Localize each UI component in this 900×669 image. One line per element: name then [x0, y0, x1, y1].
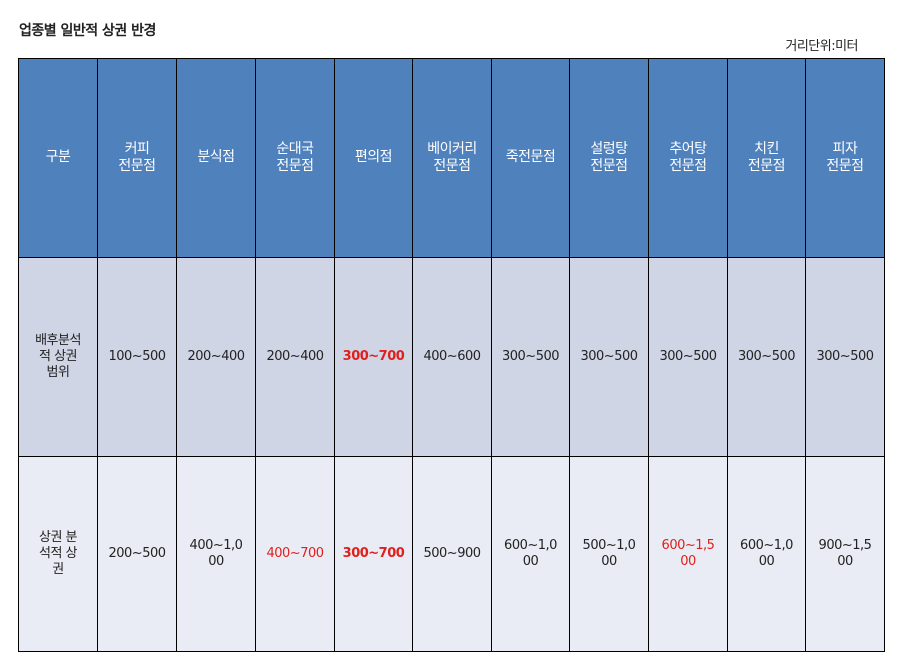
table-cell: 200~500 [97, 456, 177, 652]
table-cell: 300~500 [648, 257, 728, 457]
table-header-row: 구분 커피 전문점 분식점 순대국 전문점 편의점 베이커리 전문점 죽전문점 … [18, 58, 885, 258]
header-convenience-store: 편의점 [334, 58, 413, 258]
table-cell: 300~500 [569, 257, 649, 457]
table-cell: 100~500 [97, 257, 177, 457]
table-cell: 600~1,0 00 [491, 456, 570, 652]
header-snack-bar: 분식점 [176, 58, 256, 258]
table-cell-highlight: 300~700 [334, 257, 413, 457]
table-cell: 400~1,0 00 [176, 456, 256, 652]
header-chicken-shop: 치킨 전문점 [727, 58, 806, 258]
table-row: 배후분석 적 상권 범위 100~500 200~400 200~400 300… [18, 257, 885, 457]
header-chueotang-shop: 추어탕 전문점 [648, 58, 728, 258]
table-cell-highlight: 600~1,5 00 [648, 456, 728, 652]
row-label: 상권 분 석적 상 권 [18, 456, 98, 652]
header-seolleongtang-shop: 설렁탕 전문점 [569, 58, 649, 258]
distance-unit-note: 거리단위:미터 [785, 39, 858, 54]
table-cell: 200~400 [176, 257, 256, 457]
table-row: 상권 분 석적 상 권 200~500 400~1,0 00 400~700 3… [18, 456, 885, 652]
header-bakery: 베이커리 전문점 [412, 58, 492, 258]
table-cell: 200~400 [255, 257, 335, 457]
table-cell: 600~1,0 00 [727, 456, 806, 652]
header-sundaeguk-shop: 순대국 전문점 [255, 58, 335, 258]
table-cell-highlight: 300~700 [334, 456, 413, 652]
table-cell: 900~1,5 00 [805, 456, 885, 652]
table-cell: 400~600 [412, 257, 492, 457]
table-cell: 500~900 [412, 456, 492, 652]
header-coffee-shop: 커피 전문점 [97, 58, 177, 258]
trade-area-radius-table: 구분 커피 전문점 분식점 순대국 전문점 편의점 베이커리 전문점 죽전문점 … [18, 58, 885, 652]
table-cell: 500~1,0 00 [569, 456, 649, 652]
table-cell: 300~500 [727, 257, 806, 457]
page-title: 업종별 일반적 상권 반경 [19, 23, 156, 39]
table-cell: 300~500 [805, 257, 885, 457]
header-pizza-shop: 피자 전문점 [805, 58, 885, 258]
header-category: 구분 [18, 58, 98, 258]
row-label: 배후분석 적 상권 범위 [18, 257, 98, 457]
table-cell: 300~500 [491, 257, 570, 457]
header-porridge-shop: 죽전문점 [491, 58, 570, 258]
table-cell-highlight: 400~700 [255, 456, 335, 652]
